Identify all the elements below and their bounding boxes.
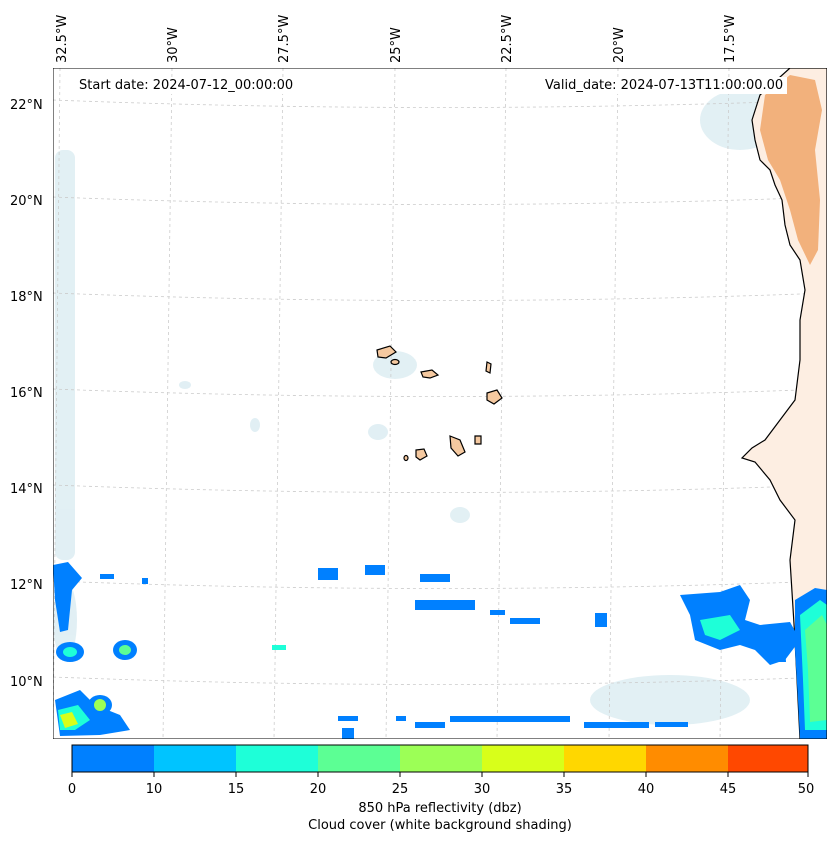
colorbar-segment-0-10 [72,745,154,772]
colorbar-segment-30-35 [482,745,564,772]
colorbar-tick-30: 30 [473,782,491,797]
lat-label-16n: 16°N [10,386,43,401]
colorbar-segment-15-20 [236,745,318,772]
colorbar-tick-35: 35 [555,782,573,797]
valid-date-label: Valid_date: 2024-07-13T11:00:00.00 [541,77,788,94]
colorbar-segments [72,745,808,772]
colorbar-tick-0: 0 [67,782,77,797]
colorbar-tick-45: 45 [719,782,737,797]
colorbar-tick-20: 20 [309,782,327,797]
colorbar-tick-15: 15 [227,782,245,797]
colorbar-tick-25: 25 [391,782,409,797]
colorbar-label-cloud-cover: Cloud cover (white background shading) [308,818,572,833]
reflectivity-field [53,562,827,739]
lat-label-22n: 22°N [10,98,43,113]
colorbar-segment-20-25 [318,745,400,772]
colorbar-segment-35-40 [564,745,646,772]
colorbar-tick-50: 50 [797,782,815,797]
colorbar-segment-10-15 [154,745,236,772]
colorbar-segment-40-45 [646,745,728,772]
colorbar-tick-10: 10 [145,782,163,797]
lat-label-18n: 18°N [10,290,43,305]
lat-label-14n: 14°N [10,482,43,497]
cape-verde-islands [376,345,503,462]
colorbar-segment-25-30 [400,745,482,772]
lat-label-12n: 12°N [10,578,43,593]
colorbar-segment-45-50 [728,745,808,772]
start-date-label: Start date: 2024-07-12_00:00:00 [75,77,298,94]
graticule [53,68,827,739]
colorbar-tick-40: 40 [637,782,655,797]
colorbar-label-reflectivity: 850 hPa reflectivity (dbz) [358,801,522,816]
lat-label-20n: 20°N [10,194,43,209]
lat-label-10n: 10°N [10,675,43,690]
